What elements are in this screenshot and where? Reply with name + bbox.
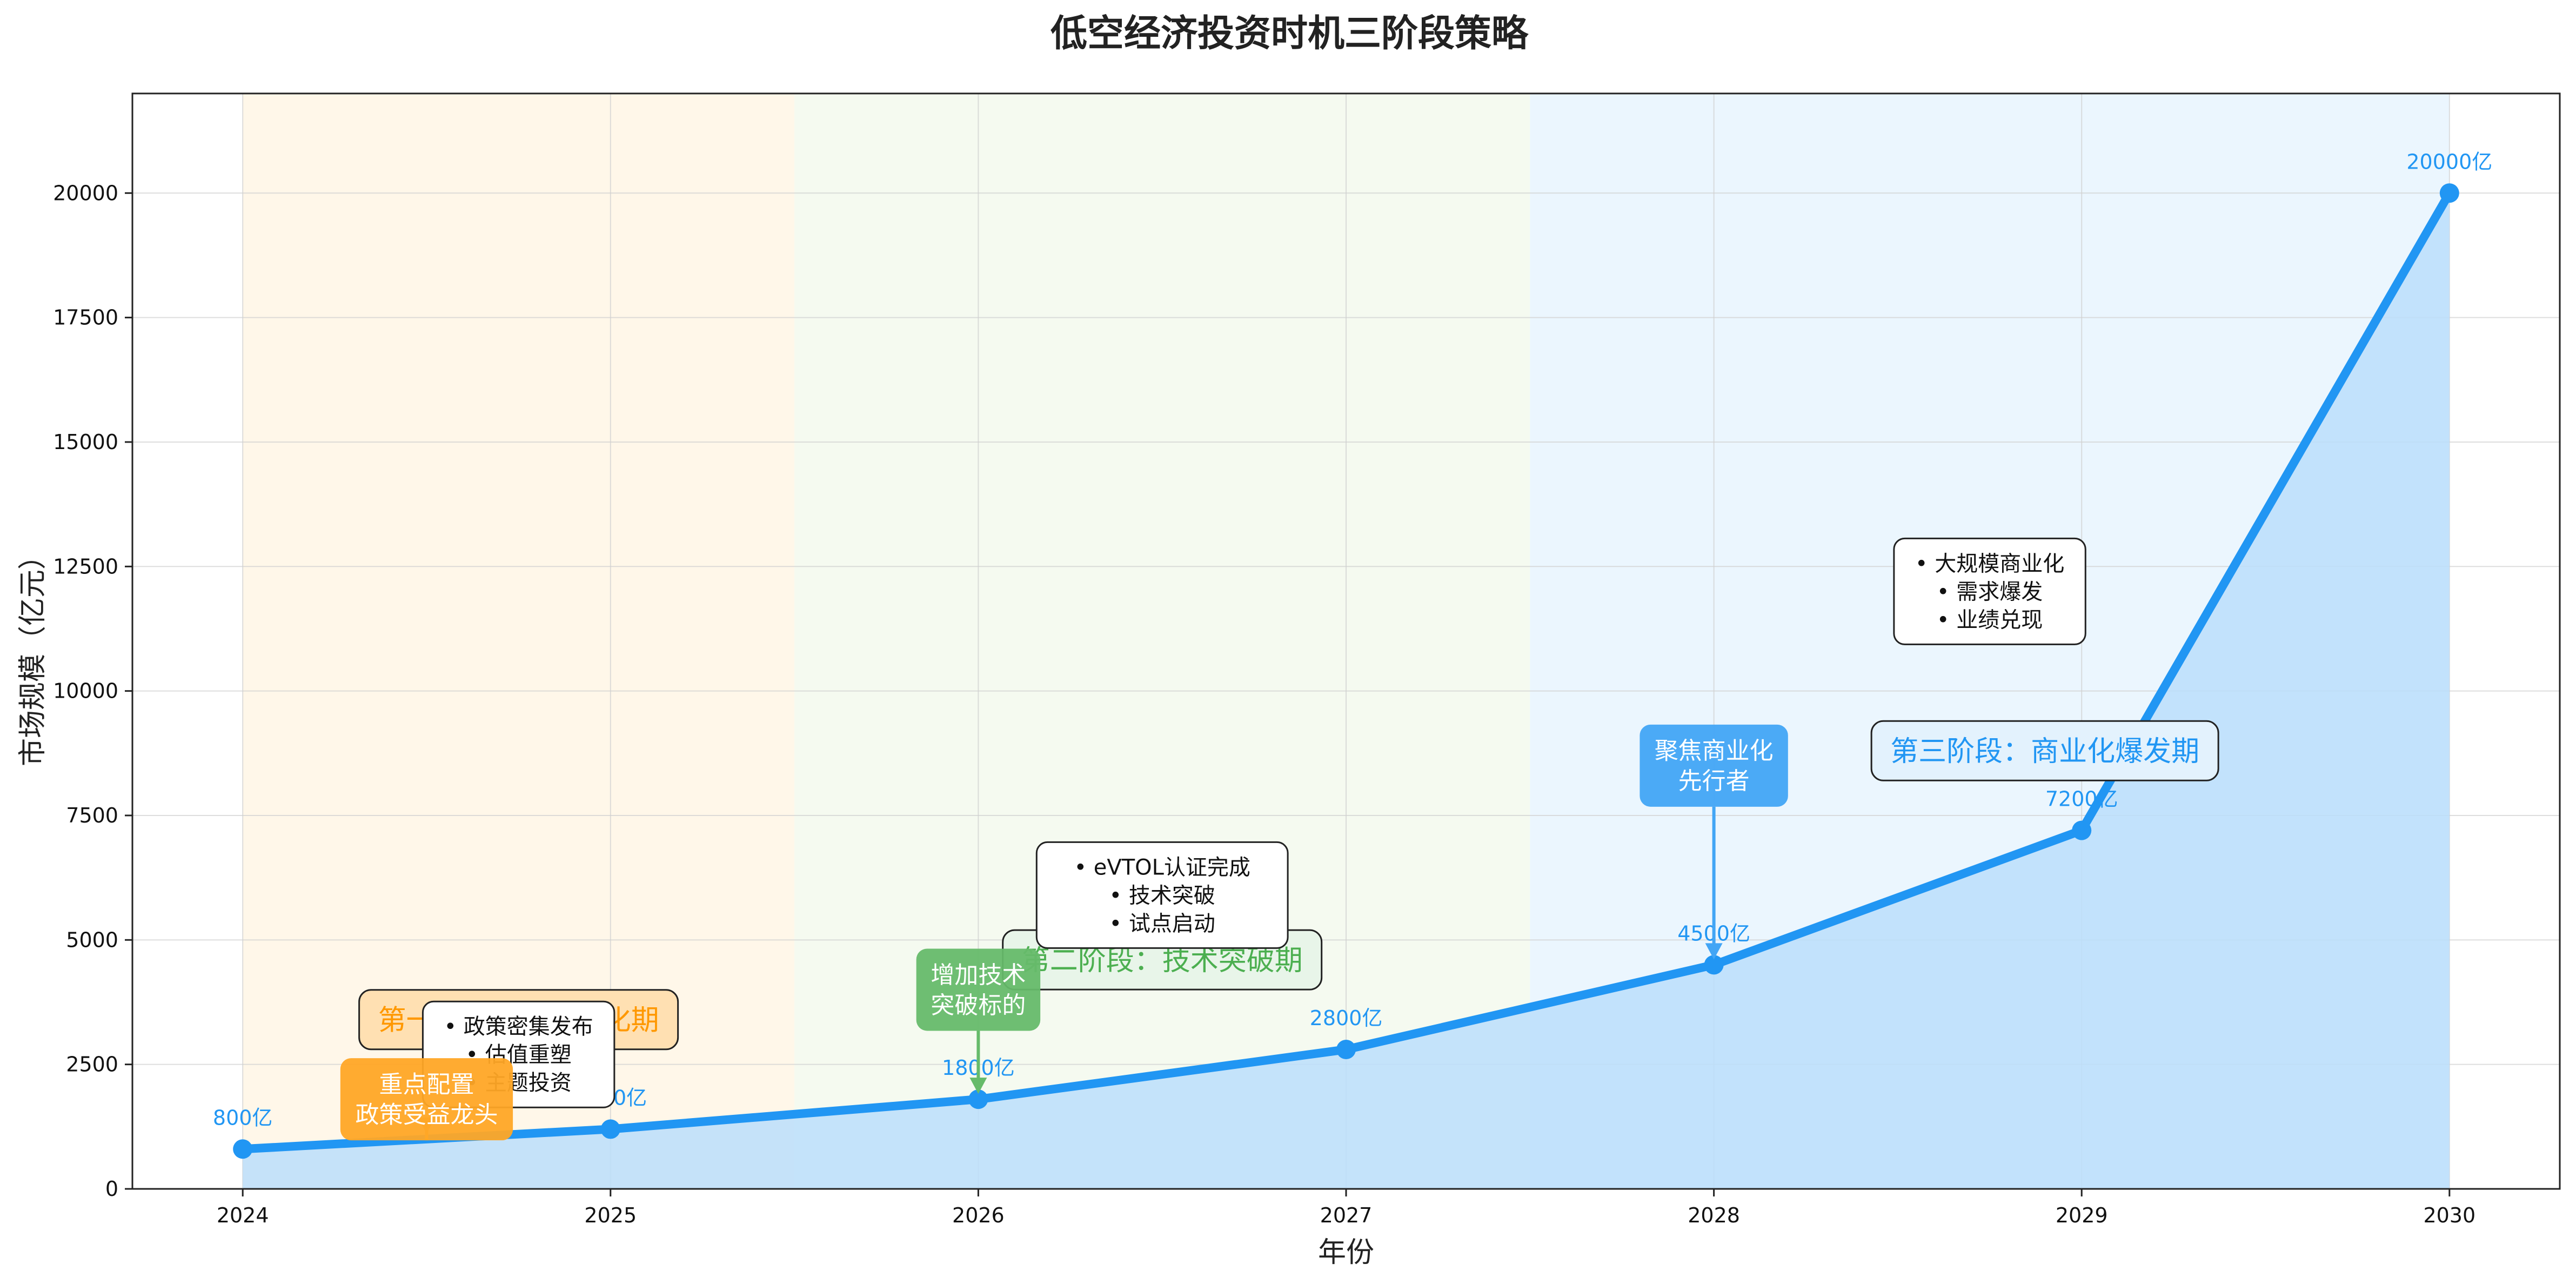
x-tick-label: 2025 xyxy=(584,1203,637,1227)
callout-box xyxy=(1640,724,1788,807)
data-point xyxy=(2439,183,2459,203)
callout-line: 增加技术 xyxy=(931,961,1026,989)
callout-box xyxy=(340,1058,513,1141)
phase-note-line: • eVTOL认证完成 xyxy=(1074,855,1250,880)
phase-note-2: • eVTOL认证完成 • 技术突破 • 试点启动 xyxy=(1035,841,1289,949)
x-tick-label: 2027 xyxy=(1320,1203,1373,1227)
x-tick-label: 2026 xyxy=(952,1203,1005,1227)
y-tick-label: 15000 xyxy=(53,430,118,454)
x-tick-label: 2024 xyxy=(217,1203,269,1227)
y-tick-label: 20000 xyxy=(53,181,118,205)
x-tick-label: 2028 xyxy=(1688,1203,1740,1227)
y-tick-label: 0 xyxy=(105,1177,118,1201)
data-point xyxy=(1336,1040,1356,1060)
area-fill xyxy=(243,193,2450,1189)
data-point xyxy=(600,1119,620,1139)
phase-band-2 xyxy=(794,93,1530,1189)
phase-note-3: • 大规模商业化 • 需求爆发 • 业绩兑现 xyxy=(1893,537,2086,645)
y-tick-label: 2500 xyxy=(66,1053,118,1076)
phase-note-box xyxy=(1035,841,1289,949)
data-label: 800亿 xyxy=(213,1106,273,1129)
data-points xyxy=(233,183,2459,1159)
callout-line: 重点配置 xyxy=(379,1071,474,1099)
phase-note-line: • 试点启动 xyxy=(1109,911,1215,936)
data-label: 7200亿 xyxy=(2045,787,2118,811)
phase-note-line: • 大规模商业化 xyxy=(1915,551,2064,576)
data-point xyxy=(968,1089,988,1109)
tick-labels: 2024 2025 2026 2027 2028 2029 2030 0 2500 5000 750… xyxy=(53,181,2475,1227)
phase-note-line: • 政策密集发布 xyxy=(444,1014,593,1039)
data-label: 20000亿 xyxy=(2406,150,2492,173)
y-tick-label: 17500 xyxy=(53,306,118,330)
phase-label-3: 第三阶段：商业化爆发期 xyxy=(1890,735,2199,768)
chart-title: 低空经济投资时机三阶段策略 xyxy=(1051,12,1529,55)
y-tick-label: 7500 xyxy=(66,804,118,827)
callout-box xyxy=(916,948,1041,1031)
data-label: 2800亿 xyxy=(1310,1006,1383,1030)
data-point xyxy=(2072,820,2092,840)
callout-line: 先行者 xyxy=(1678,767,1750,795)
phase-note-line: • 需求爆发 xyxy=(1937,579,2043,604)
y-tick-label: 5000 xyxy=(66,928,118,952)
x-tick-label: 2029 xyxy=(2056,1203,2108,1227)
callout-line: 政策受益龙头 xyxy=(355,1101,498,1129)
y-axis-label: 市场规模（亿元） xyxy=(17,541,49,766)
callout-arrow-head xyxy=(1705,943,1723,960)
x-axis-label: 年份 xyxy=(1318,1236,1374,1269)
phase-label-2: 第二阶段：技术突破期 xyxy=(1022,945,1303,977)
callout-arrow-head xyxy=(969,1078,987,1094)
phase-notes: • 政策密集发布• 估值重塑• 主题投资• eVTOL认证完成• 技术突破• 试… xyxy=(421,537,2086,1108)
callout-line: 突破标的 xyxy=(931,992,1026,1019)
phase-note-line: • 业绩兑现 xyxy=(1937,607,2043,632)
y-tick-label: 12500 xyxy=(53,554,118,578)
data-point xyxy=(1704,955,1724,975)
phase-note-box xyxy=(1893,537,2086,645)
x-tick-label: 2030 xyxy=(2423,1203,2475,1227)
y-tick-label: 10000 xyxy=(53,679,118,703)
data-point xyxy=(233,1139,253,1159)
phase-label-box-3 xyxy=(1870,720,2219,781)
area-fill-group xyxy=(243,193,2450,1189)
phase-note-line: • 技术突破 xyxy=(1109,883,1215,908)
callout-line: 聚焦商业化 xyxy=(1655,737,1774,765)
